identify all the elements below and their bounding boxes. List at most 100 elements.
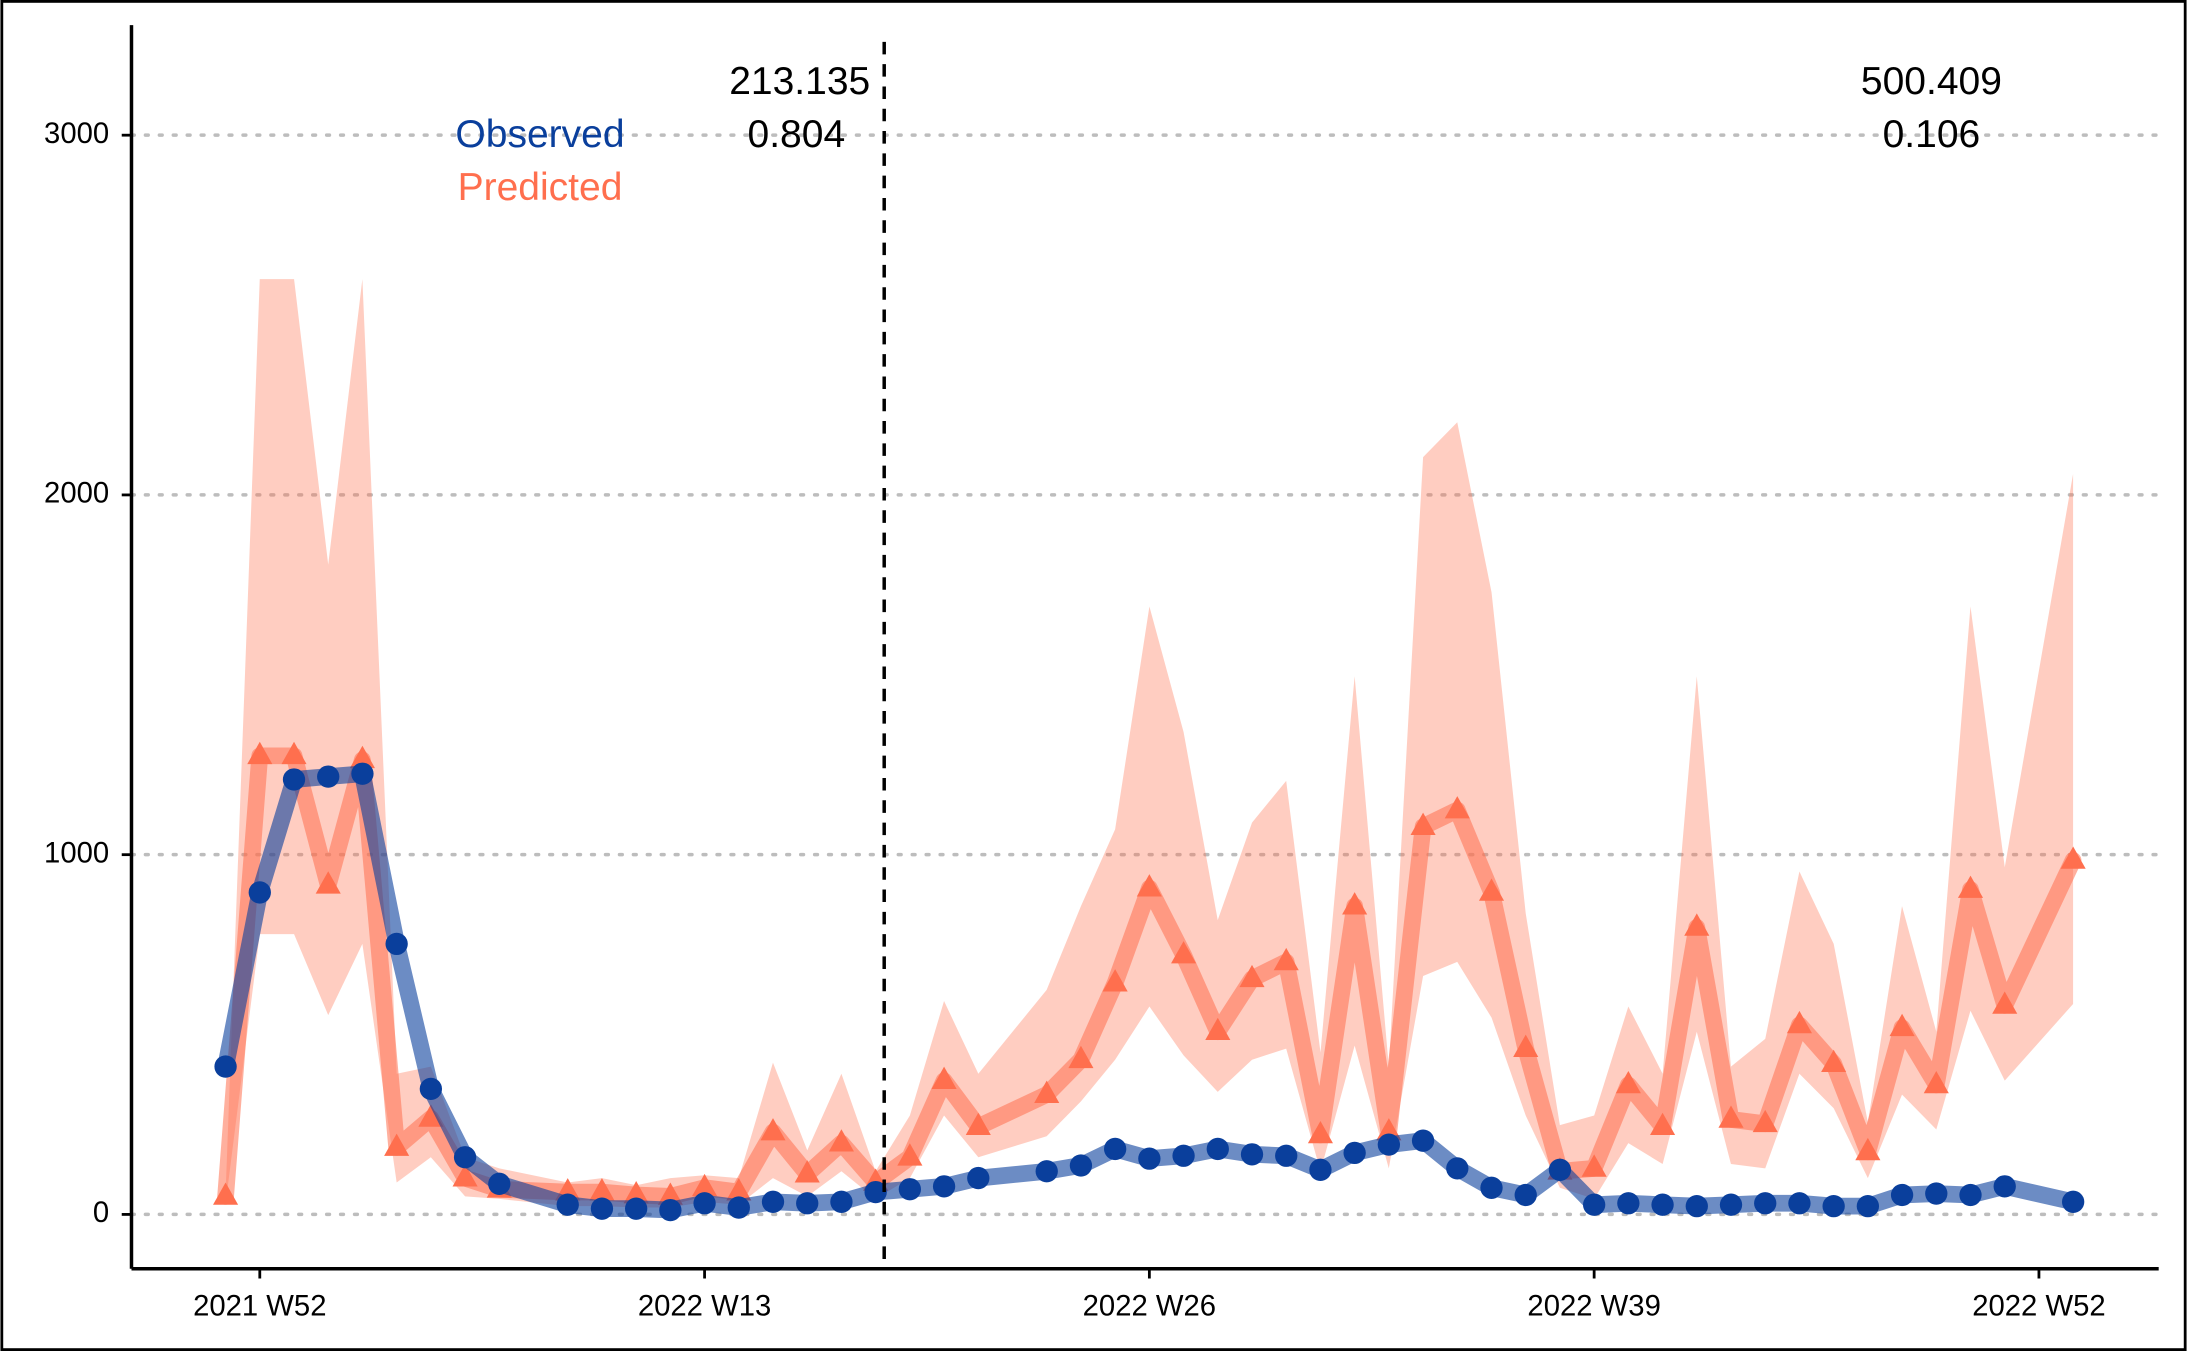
predicted-point xyxy=(1376,1118,1402,1141)
predicted-point xyxy=(657,1182,683,1205)
x-tick-label: 2022 W13 xyxy=(638,1291,771,1323)
predicted-point xyxy=(1068,1045,1094,1069)
predicted-point xyxy=(1957,875,1984,898)
observed-point xyxy=(1275,1144,1298,1167)
predicted-point xyxy=(1478,878,1505,901)
x-tick-label: 2021 W52 xyxy=(193,1291,326,1323)
observed-point xyxy=(1719,1193,1743,1216)
predicted-point xyxy=(1650,1112,1676,1136)
observed-point xyxy=(1138,1147,1161,1170)
observed-point xyxy=(1890,1183,1914,1207)
observed-point xyxy=(830,1190,853,1213)
observed-point xyxy=(1411,1129,1435,1152)
predicted-point xyxy=(965,1112,991,1136)
observed-point xyxy=(693,1192,716,1215)
predicted-point xyxy=(281,741,307,765)
predicted-point xyxy=(1923,1070,1949,1094)
observed-point xyxy=(1069,1154,1093,1177)
predicted-point xyxy=(384,1133,410,1156)
observed-point xyxy=(1856,1194,1880,1218)
observed-point xyxy=(864,1180,887,1204)
predicted-point xyxy=(1136,874,1162,897)
observed-point xyxy=(282,768,306,791)
series-line xyxy=(217,765,2082,1219)
predicted-point xyxy=(1410,812,1436,835)
predicted-point xyxy=(828,1129,854,1152)
observed-point xyxy=(761,1190,785,1213)
observed-point xyxy=(1582,1193,1606,1216)
y-tick-label: 1000 xyxy=(44,837,109,869)
observed-point xyxy=(1206,1137,1229,1161)
predicted-point xyxy=(1342,892,1368,915)
observed-point xyxy=(1685,1194,1708,1218)
observed-point xyxy=(453,1146,477,1169)
y-tick-label: 2000 xyxy=(44,478,109,510)
observed-point xyxy=(419,1077,443,1101)
predicted-point xyxy=(1684,913,1710,936)
observed-point xyxy=(1172,1144,1195,1167)
predicted-point xyxy=(1205,1017,1231,1041)
observed-point xyxy=(1309,1158,1332,1181)
predicted-point xyxy=(1752,1109,1778,1133)
predicted-point xyxy=(760,1118,786,1141)
observed-point xyxy=(1480,1176,1503,1199)
predicted-point xyxy=(1718,1105,1744,1128)
annotation: 500.409 xyxy=(1861,60,2002,103)
observed-point xyxy=(385,932,408,956)
predicted-point xyxy=(692,1173,718,1197)
observed-point xyxy=(1959,1183,1982,1207)
y-tick-label: 3000 xyxy=(44,118,109,150)
predicted-point xyxy=(1034,1080,1060,1103)
observed-point xyxy=(556,1193,579,1216)
observed-point xyxy=(1925,1182,1948,1205)
predicted-point xyxy=(213,1182,239,1205)
observed-point xyxy=(1446,1157,1469,1180)
observed-point xyxy=(967,1166,990,1190)
legend-entry: Predicted xyxy=(458,166,623,209)
predicted-point xyxy=(315,871,341,894)
observed-point xyxy=(488,1172,511,1195)
observed-point xyxy=(1788,1192,1811,1215)
predicted-point xyxy=(1171,941,1197,964)
observed-point xyxy=(1035,1160,1058,1183)
x-tick-label: 2022 W52 xyxy=(1972,1291,2105,1323)
predicted-point xyxy=(452,1164,478,1187)
predicted-point xyxy=(1273,947,1299,971)
predicted-point xyxy=(726,1178,752,1201)
predicted-point xyxy=(1581,1154,1607,1177)
observed-point xyxy=(1343,1141,1366,1165)
predicted-point xyxy=(2060,846,2086,869)
predicted-point xyxy=(1821,1049,1847,1073)
observed-point xyxy=(1651,1193,1674,1216)
observed-point xyxy=(1822,1194,1845,1218)
observed-point xyxy=(590,1197,614,1220)
observed-point xyxy=(624,1197,648,1220)
annotation: 0.106 xyxy=(1883,113,1981,156)
annotation: 0.804 xyxy=(748,113,846,156)
observed-point xyxy=(1754,1192,1777,1215)
observed-point xyxy=(932,1175,956,1198)
predicted-point xyxy=(1615,1070,1641,1094)
observed-point xyxy=(248,881,271,904)
observed-point xyxy=(796,1192,819,1215)
predicted-point xyxy=(1102,969,1128,992)
predicted-point xyxy=(418,1104,444,1127)
predicted-point xyxy=(1513,1034,1539,1057)
observed-point xyxy=(1617,1192,1640,1215)
annotation: 213.135 xyxy=(729,60,870,103)
predicted-point xyxy=(1889,1013,1915,1037)
predicted-point xyxy=(1239,964,1265,988)
predicted-point xyxy=(1444,796,1470,819)
x-tick-label: 2022 W39 xyxy=(1527,1291,1660,1323)
legend-entry: Observed xyxy=(455,113,624,156)
observed-point xyxy=(659,1198,682,1222)
observed-point xyxy=(898,1178,922,1201)
predicted-point xyxy=(1992,991,2018,1014)
predicted-point xyxy=(1855,1137,1881,1161)
observed-point xyxy=(351,762,374,785)
predicted-point xyxy=(1786,1010,1812,1034)
observed-point xyxy=(317,765,340,788)
observed-point xyxy=(2061,1190,2085,1213)
